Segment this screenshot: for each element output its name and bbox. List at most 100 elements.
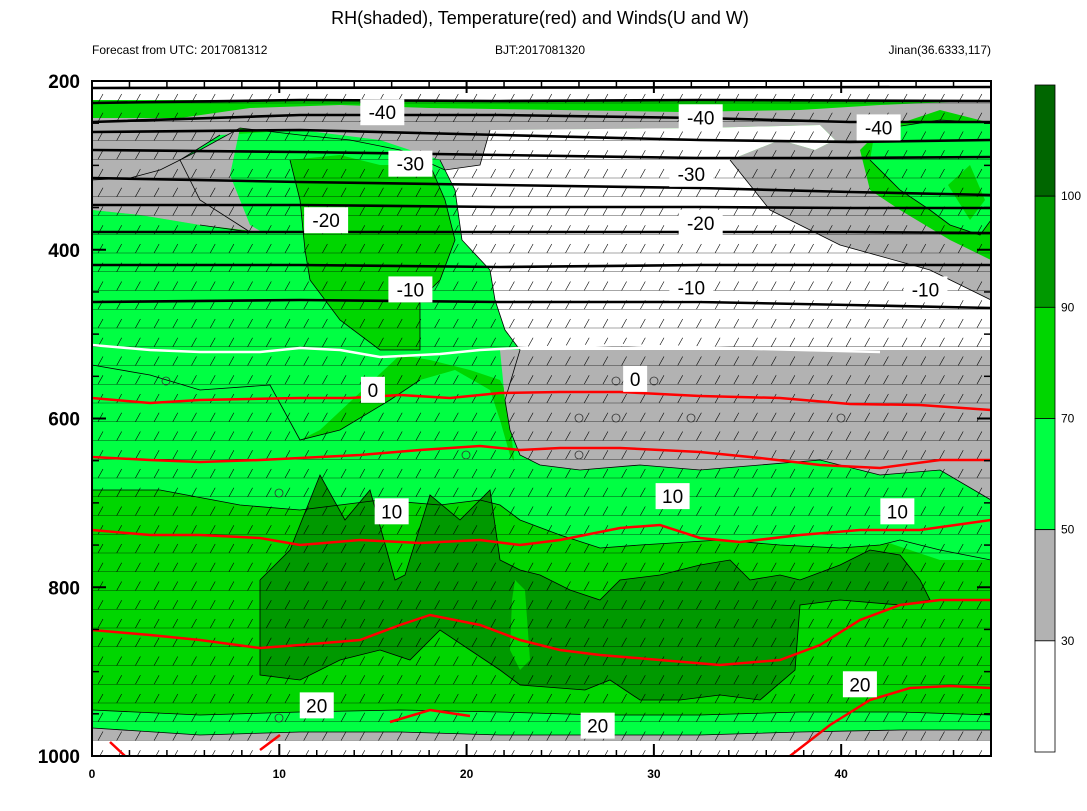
wind-barb <box>509 281 515 291</box>
wind-barb <box>153 543 160 554</box>
wind-barb <box>752 600 758 610</box>
wind-barb <box>696 637 702 647</box>
wind-barb <box>864 712 870 722</box>
wind-barb <box>453 243 459 254</box>
wind-barb <box>883 431 889 441</box>
wind-barb <box>378 150 384 160</box>
wind-barb <box>770 168 777 179</box>
wind-barb <box>340 543 347 554</box>
wind-barb <box>939 431 945 441</box>
wind-barb <box>733 618 740 629</box>
wind-barb <box>976 618 983 629</box>
wind-barb <box>509 525 515 535</box>
rh-region-90-100-lower <box>260 475 930 700</box>
wind-barb <box>415 412 422 422</box>
wind-barb <box>658 543 665 554</box>
wind-barb <box>714 93 721 104</box>
wind-barb <box>284 712 291 722</box>
contour-label: -30 <box>388 150 433 177</box>
wind-barb <box>266 543 272 554</box>
wind-barb <box>228 543 235 554</box>
wind-barb <box>770 600 777 610</box>
wind-barb <box>172 525 179 535</box>
wind-barb <box>546 525 553 535</box>
wind-barb <box>565 318 571 329</box>
wind-barb <box>172 600 179 610</box>
wind-barb <box>172 543 179 554</box>
contour-label-box <box>623 365 648 392</box>
wind-barb <box>322 131 328 141</box>
wind-barb <box>415 562 422 572</box>
wind-barb <box>434 656 440 666</box>
wind-barb <box>864 356 870 366</box>
wind-barb <box>471 187 478 197</box>
wind-barb <box>527 393 534 404</box>
wind-barb <box>434 675 440 685</box>
wind-barb <box>247 693 253 704</box>
wind-barb <box>97 281 104 291</box>
wind-barb <box>733 731 740 741</box>
wind-barb <box>116 150 122 160</box>
wind-barb <box>752 712 758 722</box>
wind-barb <box>920 187 927 197</box>
wind-barb <box>415 581 422 591</box>
wind-barb <box>509 356 515 366</box>
wind-barb <box>901 712 908 722</box>
wind-barb <box>191 356 197 366</box>
wind-barb <box>583 243 590 254</box>
wind-barb <box>322 600 328 610</box>
wind-barb <box>565 581 571 591</box>
wind-barb <box>323 750 328 756</box>
wind-barb <box>266 168 272 179</box>
wind-barb <box>864 281 870 291</box>
colorbar-tick-label: 30 <box>1061 634 1075 648</box>
wind-barb <box>340 656 347 666</box>
wind-barb <box>920 506 927 516</box>
wind-barb <box>209 731 216 741</box>
wind-barb <box>284 337 291 347</box>
wind-barb <box>322 525 328 535</box>
contour-label-text: 20 <box>587 717 608 738</box>
colorbar-tick-label: 90 <box>1061 300 1075 314</box>
wind-barb <box>434 693 440 704</box>
wind-barb <box>359 318 366 329</box>
wind-barb <box>901 468 908 479</box>
wind-barb <box>378 243 384 254</box>
wind-barb <box>209 206 216 216</box>
wind-barb <box>845 393 852 404</box>
wind-barb <box>845 281 852 291</box>
wind-barb <box>864 562 870 572</box>
wind-barb <box>602 187 609 197</box>
wind-barb <box>623 750 627 756</box>
wind-barb <box>135 356 141 366</box>
wind-barb <box>471 281 478 291</box>
wind-barb <box>396 675 403 685</box>
wind-barb <box>696 356 702 366</box>
wind-barb <box>490 450 496 460</box>
wind-barb <box>228 337 235 347</box>
wind-barb <box>565 618 571 629</box>
wind-barb <box>453 206 459 216</box>
wind-barb <box>864 656 870 666</box>
wind-barb <box>153 168 160 179</box>
colorbar-swatch <box>1034 306 1056 419</box>
wind-barb <box>546 468 553 479</box>
wind-barb <box>509 675 515 685</box>
wind-barb <box>247 506 253 516</box>
wind-barb <box>827 543 833 554</box>
wind-barb <box>789 487 796 497</box>
wind-barb <box>342 750 347 756</box>
wind-barb <box>434 468 440 479</box>
wind-barb <box>153 450 160 460</box>
wind-barb <box>733 712 740 722</box>
wind-barb <box>864 393 870 404</box>
wind-barb <box>714 506 721 516</box>
contour-label-text: 0 <box>368 381 379 402</box>
wind-barb <box>976 712 983 722</box>
subtitle-left: Forecast from UTC: 2017081312 <box>92 43 268 57</box>
wind-barb <box>471 656 478 666</box>
wind-barb <box>845 431 852 441</box>
wind-barb <box>864 600 870 610</box>
wind-barb <box>191 543 197 554</box>
wind-barb <box>583 487 590 497</box>
